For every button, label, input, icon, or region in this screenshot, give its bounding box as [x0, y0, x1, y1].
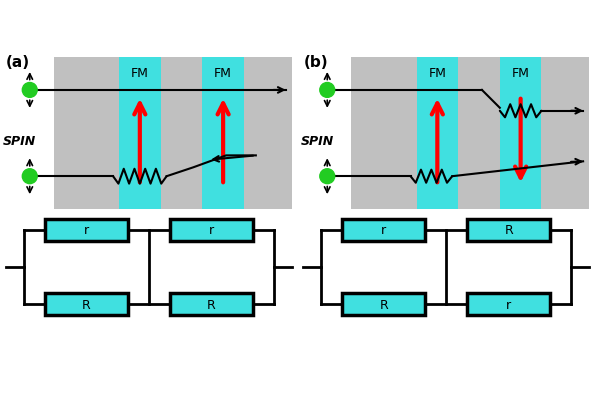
FancyBboxPatch shape — [416, 58, 458, 209]
Text: SPIN: SPIN — [3, 135, 36, 148]
Circle shape — [320, 83, 334, 98]
Circle shape — [23, 169, 37, 184]
FancyBboxPatch shape — [54, 58, 292, 209]
Text: FM: FM — [214, 67, 232, 79]
FancyBboxPatch shape — [45, 293, 128, 316]
Text: R: R — [505, 224, 513, 237]
Text: FM: FM — [512, 67, 530, 79]
Circle shape — [320, 169, 334, 184]
Text: r: r — [506, 298, 511, 311]
Text: R: R — [82, 298, 90, 311]
FancyBboxPatch shape — [351, 58, 589, 209]
FancyBboxPatch shape — [119, 58, 161, 209]
Text: r: r — [84, 224, 89, 237]
FancyBboxPatch shape — [45, 219, 128, 241]
FancyBboxPatch shape — [500, 58, 541, 209]
Text: R: R — [380, 298, 388, 311]
FancyBboxPatch shape — [170, 293, 253, 316]
FancyBboxPatch shape — [342, 293, 425, 316]
FancyBboxPatch shape — [467, 219, 550, 241]
Text: r: r — [381, 224, 386, 237]
Text: r: r — [209, 224, 214, 237]
FancyBboxPatch shape — [342, 219, 425, 241]
Text: (a): (a) — [6, 55, 30, 70]
FancyBboxPatch shape — [170, 219, 253, 241]
Circle shape — [23, 83, 37, 98]
Text: (b): (b) — [303, 55, 328, 70]
Text: FM: FM — [131, 67, 149, 79]
FancyBboxPatch shape — [467, 293, 550, 316]
FancyBboxPatch shape — [202, 58, 244, 209]
Text: SPIN: SPIN — [300, 135, 334, 148]
Text: FM: FM — [428, 67, 446, 79]
Text: R: R — [207, 298, 215, 311]
